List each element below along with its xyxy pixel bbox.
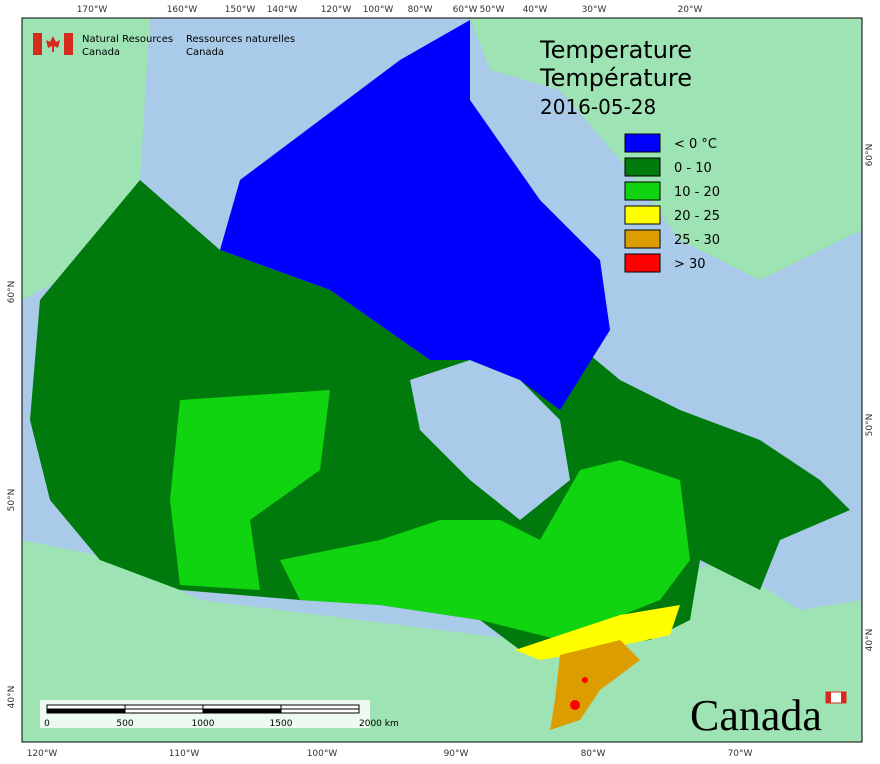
zone-over-30 (570, 700, 580, 710)
longitude-label: 150°W (225, 5, 256, 15)
scale-segment (280, 704, 360, 710)
longitude-label: 120°W (27, 749, 58, 759)
flag-bar (64, 33, 73, 55)
flag-bar (826, 692, 831, 703)
legend-label: > 30 (674, 257, 706, 272)
scale-label: 0 (44, 719, 50, 729)
latitude-label: 50°N (7, 489, 17, 512)
title: Température (539, 64, 692, 92)
longitude-label: 140°W (267, 5, 298, 15)
legend-label: 0 - 10 (674, 161, 712, 176)
scale-segment (124, 704, 204, 710)
map-border (21, 17, 863, 743)
scale-segment (124, 708, 204, 714)
scale-label: 500 (116, 719, 133, 729)
agency-fr: Canada (186, 47, 224, 58)
legend-swatch (624, 157, 661, 177)
legend-label: < 0 °C (674, 137, 717, 152)
zone-20-25 (515, 605, 680, 660)
wordmark: Canada (690, 691, 847, 740)
longitude-label: 50°W (480, 5, 505, 15)
longitude-label: 160°W (167, 5, 198, 15)
alaska (22, 18, 150, 300)
longitude-label: 120°W (321, 5, 352, 15)
scale-segment (280, 708, 360, 714)
scale-segment (202, 708, 282, 714)
latitude-label: 50°N (865, 414, 875, 437)
date: 2016-05-28 (540, 95, 656, 119)
south-zone (280, 460, 690, 640)
latitude-label: 40°N (7, 686, 17, 709)
longitude-label: 170°W (77, 5, 108, 15)
longitude-label: 90°W (444, 749, 469, 759)
latitude-label: 60°N (865, 144, 875, 167)
longitude-label: 70°W (728, 749, 753, 759)
longitude-label: 20°W (678, 5, 703, 15)
legend-swatch (624, 253, 661, 273)
scale-segment (46, 704, 126, 710)
scale-label: 1000 (192, 719, 215, 729)
legend-swatch (624, 205, 661, 225)
arctic-zone (220, 20, 610, 410)
latitude-label: 40°N (865, 629, 875, 652)
legend-swatch (624, 133, 661, 153)
longitude-label: 110°W (169, 749, 200, 759)
greenland (470, 18, 862, 280)
zone-over-30 (582, 677, 588, 683)
flag-bar (33, 33, 42, 55)
longitude-label: 80°W (408, 5, 433, 15)
flag-bar (841, 692, 846, 703)
agency-en: Natural Resources (82, 34, 173, 45)
title: Temperature (539, 36, 692, 64)
overlays: < 0 °C 0 - 10 10 - 20 20 - 25 25 - 30 > 30 170… (7, 5, 875, 759)
scale-label: 1500 (270, 719, 293, 729)
longitude-label: 100°W (363, 5, 394, 15)
legend-swatch (624, 229, 661, 249)
map-area (22, 18, 862, 742)
agency-en: Canada (82, 47, 120, 58)
longitude-label: 100°W (307, 749, 338, 759)
scale-segment (46, 708, 126, 714)
legend-label: 10 - 20 (674, 185, 720, 200)
wordmark-text: Canada (690, 691, 822, 740)
longitude-label: 80°W (581, 749, 606, 759)
longitude-label: 40°W (523, 5, 548, 15)
longitude-label: 60°W (453, 5, 478, 15)
legend-label: 25 - 30 (674, 233, 720, 248)
legend-label: 20 - 25 (674, 209, 720, 224)
scale-label: 2000 km (359, 719, 399, 729)
logo (33, 33, 73, 55)
legend-swatch (624, 181, 661, 201)
agency-fr: Ressources naturelles (186, 34, 295, 45)
scale-segment (202, 704, 282, 710)
prairies-zone (170, 390, 330, 590)
latitude-label: 60°N (7, 281, 17, 304)
longitude-label: 30°W (582, 5, 607, 15)
hudson-bay (410, 360, 570, 520)
maple-leaf (46, 36, 60, 52)
